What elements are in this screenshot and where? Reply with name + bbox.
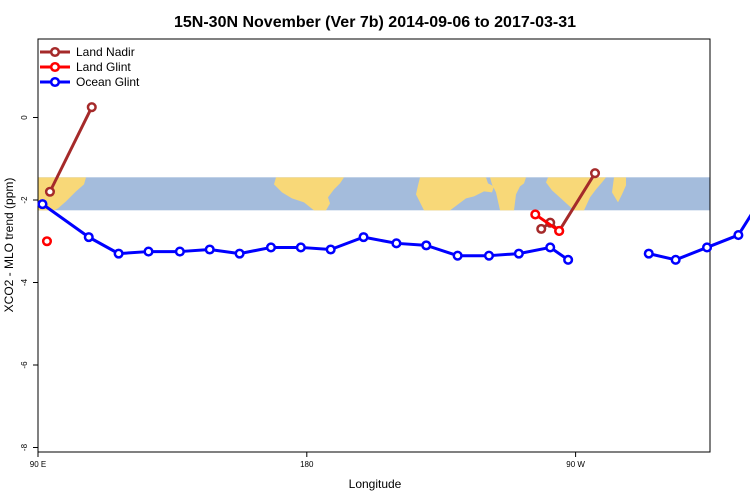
y-tick-label: -4 xyxy=(20,278,29,286)
chart-title: 15N-30N November (Ver 7b) 2014-09-06 to … xyxy=(174,14,576,31)
ocean-glint-point xyxy=(234,248,245,259)
map-ocean xyxy=(38,177,710,211)
land-nadir-point xyxy=(589,168,601,179)
x-tick-label: 180 xyxy=(300,460,314,469)
ocean-glint-point xyxy=(563,254,574,265)
y-axis: 0 -2 -4 -6 -8 xyxy=(20,115,38,451)
ocean-glint-point xyxy=(83,232,94,243)
ocean-glint-point xyxy=(358,232,369,243)
ocean-glint-point xyxy=(513,248,524,259)
ocean-glint-point xyxy=(391,238,402,249)
ocean-glint-point xyxy=(143,246,154,257)
legend-marker xyxy=(49,61,61,73)
map-land-india xyxy=(546,177,606,211)
ocean-glint-point xyxy=(37,199,48,210)
series-layer xyxy=(37,102,750,265)
series-ocean-glint xyxy=(37,199,750,265)
ocean-glint-point xyxy=(295,242,306,253)
y-tick-label: -2 xyxy=(20,196,29,204)
legend-item-ocean-glint: Ocean Glint xyxy=(40,75,140,89)
land-glint-point xyxy=(41,236,53,247)
y-tick-label: -8 xyxy=(20,443,29,451)
ocean-glint-point xyxy=(421,240,432,251)
land-nadir-point xyxy=(86,102,97,113)
ocean-glint-point xyxy=(670,254,681,265)
ocean-glint-line xyxy=(648,213,750,262)
map-land-africa xyxy=(416,177,494,211)
x-axis-label: Longitude xyxy=(349,477,402,491)
ocean-glint-point xyxy=(325,244,336,255)
land-glint-point xyxy=(530,209,541,220)
ocean-glint-point xyxy=(545,242,556,253)
ocean-glint-point xyxy=(483,250,495,261)
land-nadir-point xyxy=(44,186,55,197)
series-land-glint xyxy=(41,209,565,247)
legend-marker xyxy=(49,76,61,88)
ocean-glint-point xyxy=(265,242,277,253)
legend-label: Land Glint xyxy=(76,60,131,74)
y-axis-label: XCO2 - MLO trend (ppm) xyxy=(2,178,16,313)
legend-item-land-glint: Land Glint xyxy=(40,60,131,74)
ocean-glint-point xyxy=(174,246,185,257)
ocean-glint-point xyxy=(204,244,215,255)
legend-item-land-nadir: Land Nadir xyxy=(40,45,135,59)
map-land-asia-east xyxy=(490,177,526,211)
ocean-glint-point xyxy=(113,248,124,259)
legend-marker xyxy=(49,46,61,58)
map-land-americas xyxy=(274,177,344,211)
land-nadir-line xyxy=(48,106,94,193)
x-axis: 90 E 180 90 W xyxy=(30,452,585,469)
map-land-asia-west xyxy=(38,177,86,211)
ocean-glint-point xyxy=(643,248,654,259)
ocean-glint-point xyxy=(733,230,744,241)
ocean-glint-point xyxy=(701,242,713,253)
y-tick-label: 0 xyxy=(20,115,29,120)
plot-frame xyxy=(37,38,711,453)
y-tick-label: -6 xyxy=(20,361,29,369)
world-map-band xyxy=(38,177,710,211)
x-tick-label: 90 E xyxy=(30,460,46,469)
ocean-glint-point xyxy=(452,250,463,261)
land-glint-point xyxy=(554,225,565,236)
land-nadir-point xyxy=(536,223,547,234)
legend-label: Ocean Glint xyxy=(76,75,140,89)
x-tick-label: 90 W xyxy=(566,460,585,469)
legend-label: Land Nadir xyxy=(76,45,135,59)
map-land-indochina xyxy=(612,177,626,203)
